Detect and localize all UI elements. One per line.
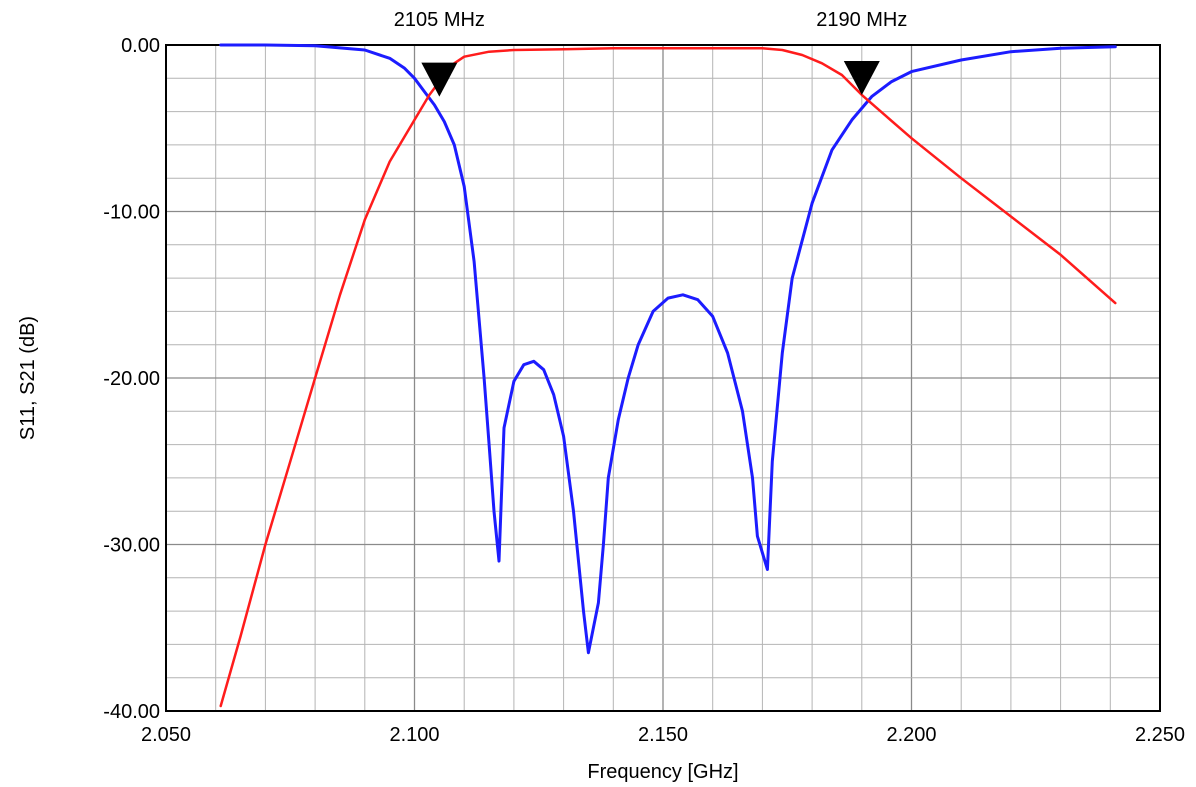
x-axis-title: Frequency [GHz] <box>587 761 738 783</box>
marker-triangle <box>843 60 880 95</box>
x-tick-label: 2.150 <box>638 724 688 746</box>
series-line-s11 <box>219 43 1117 655</box>
y-tick-label: 0.00 <box>121 35 160 57</box>
marker-label: 2105 MHz <box>394 9 485 31</box>
marker-label: 2190 MHz <box>816 9 907 31</box>
series-group <box>219 43 1117 708</box>
y-tick-label: -20.00 <box>103 368 160 390</box>
x-tick-label: 2.200 <box>886 724 936 746</box>
marker-triangle <box>421 62 458 97</box>
x-tick-label: 2.250 <box>1135 724 1185 746</box>
y-tick-label: -10.00 <box>103 202 160 224</box>
x-tick-label: 2.100 <box>389 724 439 746</box>
series-line-s21 <box>219 47 1117 708</box>
y-tick-label: -30.00 <box>103 535 160 557</box>
plot-frame <box>165 44 1161 712</box>
y-tick-label: -40.00 <box>103 701 160 723</box>
marker-group: 2105 MHz 2190 MHz <box>394 9 907 97</box>
tick-labels: 2.050 2.100 2.150 2.200 2.250 0.00 -10.00 -20.0… <box>103 35 1185 746</box>
y-axis-title: S11, S21 (dB) <box>17 316 39 440</box>
x-tick-label: 2.050 <box>141 724 191 746</box>
